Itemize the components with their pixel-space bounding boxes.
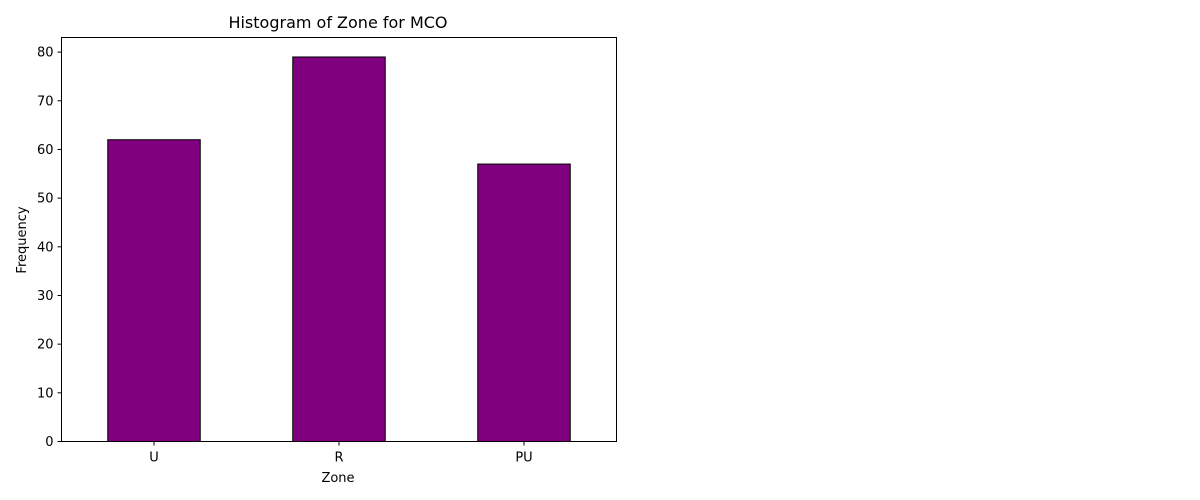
x-axis-ticks: U R PU [149,441,533,466]
x-axis-label: Zone [321,471,354,486]
y-tick-label: 60 [37,143,54,158]
y-tick-label: 50 [37,192,54,207]
plot-area-frame [61,37,617,442]
bar-pu [477,163,571,443]
y-tick-label: 40 [37,240,54,255]
chart-title: Histogram of Zone for MCO [228,13,447,32]
y-axis-label: Frequency [15,206,30,273]
bar-u [107,139,201,442]
y-tick-label: 0 [45,435,53,450]
y-axis-ticks: 0 10 20 30 40 50 60 70 80 [37,46,62,450]
y-tick-label: 10 [37,386,54,401]
bar-r [292,56,386,442]
y-tick-label: 30 [37,289,54,304]
x-tick-label: U [149,451,159,466]
y-tick-label: 20 [37,338,54,353]
y-tick-label: 70 [37,94,54,109]
y-tick-label: 80 [37,46,54,61]
x-tick-label: R [334,451,343,466]
bars-layer [107,56,571,443]
x-tick-label: PU [515,451,532,466]
